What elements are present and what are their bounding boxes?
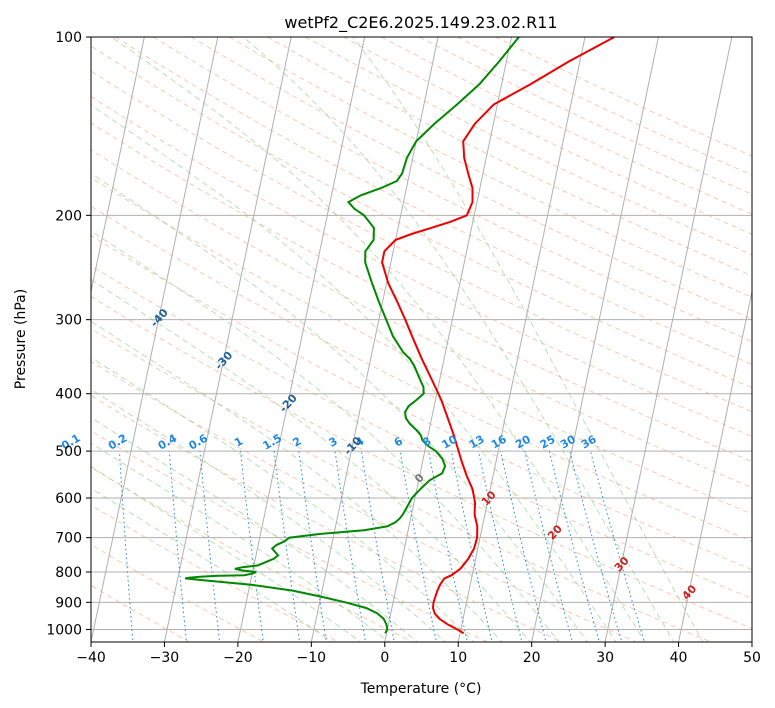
isotherm-line <box>751 639 752 642</box>
moist-adiabat-line <box>91 466 362 642</box>
y-tick-label: 200 <box>55 208 82 224</box>
x-tick-label: 40 <box>670 650 688 666</box>
moist-adiabat-line <box>91 172 589 642</box>
plot-frame <box>90 36 753 643</box>
dry-adiabat-line <box>91 177 752 515</box>
moist-adiabat-line <box>91 487 334 642</box>
mixing-ratio-line <box>273 451 301 642</box>
axis-layer: −40 −30 −20 −10 0 10 20 30 40 50 100 200 300 400 500 60… <box>46 30 761 666</box>
moist-adiabat-line <box>242 37 675 642</box>
y-tick-label: 600 <box>55 491 82 507</box>
moist-adiabat-line <box>111 37 646 642</box>
dry-adiabat-line <box>91 45 752 389</box>
mixing-ratio-line <box>548 450 600 642</box>
isotherm-line <box>604 37 733 642</box>
moist-adiabat-line <box>91 230 560 642</box>
isotherm-line <box>237 37 366 642</box>
mixing-ratio-line <box>199 451 221 642</box>
mixing-ratio-line <box>73 451 83 644</box>
mixing-ratio-line <box>168 451 188 642</box>
y-tick-label: 1000 <box>46 622 82 638</box>
mixing-ratio-line <box>118 451 134 642</box>
dry-adiabat-line <box>91 430 489 642</box>
isotherm-line <box>457 37 586 642</box>
moist-adiabat-line <box>91 278 532 642</box>
dry-adiabat-line <box>91 70 752 413</box>
moist-adiabat-line <box>91 104 617 642</box>
y-tick-label: 100 <box>55 30 82 46</box>
mixing-ratio-line <box>240 451 264 642</box>
isotherm-line <box>678 289 752 642</box>
isotherm-line <box>384 37 513 642</box>
x-tick-label: 50 <box>743 650 761 666</box>
moist-adiabat-line <box>91 356 475 642</box>
dry-adiabat-line <box>91 265 752 600</box>
x-tick-label: −20 <box>223 650 253 666</box>
dry-adiabat-line <box>91 395 564 642</box>
dry-adiabat-line <box>91 360 638 642</box>
isotherm-line <box>91 37 219 642</box>
dry-adiabat-line <box>114 37 752 365</box>
dry-adiabat-line <box>91 296 752 629</box>
moist-adiabat-line <box>91 388 447 642</box>
isotherm-line <box>163 37 292 642</box>
dry-adiabat-line <box>91 504 340 642</box>
mixing-ratio-line <box>569 450 623 642</box>
x-tick-label: 30 <box>596 650 614 666</box>
grid-layer <box>0 37 752 644</box>
x-tick-label: −30 <box>150 650 180 666</box>
x-tick-label: 0 <box>380 650 389 666</box>
x-tick-label: 20 <box>523 650 541 666</box>
mixing-ratio-line <box>298 451 327 642</box>
isotherm-line <box>531 37 659 642</box>
dry-adiabat-line <box>91 327 713 642</box>
moist-adiabat-line <box>91 417 419 642</box>
dry-adiabat-line <box>91 234 752 571</box>
moist-adiabat-line <box>352 37 704 642</box>
mixing-ratio-line <box>500 450 547 642</box>
mixing-ratio-line <box>524 450 573 642</box>
y-tick-label: 400 <box>55 387 82 403</box>
dry-adiabat-line <box>91 543 266 642</box>
dewpoint-profile-line <box>184 37 520 634</box>
dry-adiabat-line <box>152 37 752 342</box>
y-tick-label: 500 <box>55 444 82 460</box>
y-tick-label: 800 <box>55 565 82 581</box>
dry-adiabat-line <box>91 205 752 542</box>
mixing-ratio-line <box>478 450 523 642</box>
isotherm-line <box>310 37 439 642</box>
x-tick-label: 10 <box>449 650 467 666</box>
isotherm-line <box>91 37 145 294</box>
temperature-profile-line <box>381 37 615 635</box>
mixing-ratio-line <box>590 450 646 642</box>
plot-background <box>91 37 752 642</box>
chart-title: wetPf2_C2E6.2025.149.23.02.R11 <box>284 13 557 33</box>
y-tick-label: 900 <box>55 595 82 611</box>
y-tick-label: 700 <box>55 531 82 547</box>
x-tick-label: −40 <box>76 650 106 666</box>
y-axis-label: Pressure (hPa) <box>13 289 29 389</box>
x-axis-label: Temperature (°C) <box>360 681 482 697</box>
x-tick-label: −10 <box>297 650 327 666</box>
moist-adiabat-line <box>91 442 390 642</box>
series-layer <box>184 37 615 635</box>
y-tick-label: 300 <box>55 313 82 329</box>
isotherm-line <box>0 37 71 642</box>
